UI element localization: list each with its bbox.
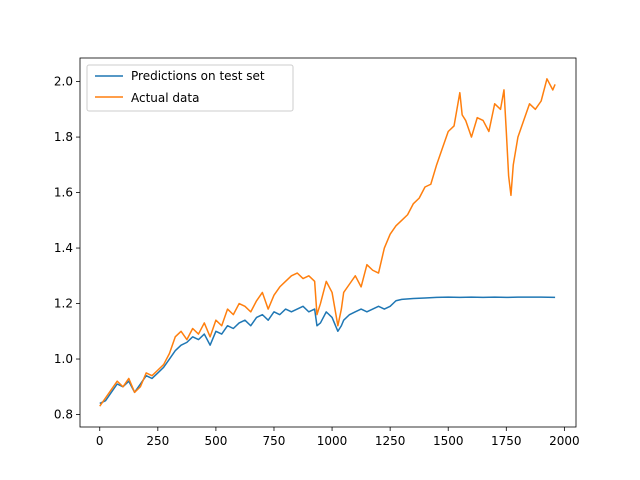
legend-label-predictions: Predictions on test set bbox=[131, 69, 265, 83]
legend-label-actual: Actual data bbox=[131, 91, 199, 105]
x-axis: 0 250 500 750 1000 1250 1500 1750 2000 bbox=[96, 427, 580, 448]
series-line-predictions bbox=[99, 296, 556, 405]
y-tick-label: 1.2 bbox=[54, 297, 73, 311]
y-tick-label: 1.4 bbox=[54, 241, 73, 255]
x-tick-label: 1750 bbox=[491, 434, 522, 448]
x-tick-label: 500 bbox=[204, 434, 227, 448]
x-tick-label: 0 bbox=[96, 434, 104, 448]
y-tick-label: 0.8 bbox=[54, 408, 73, 422]
x-tick-label: 1500 bbox=[433, 434, 464, 448]
series-line-actual bbox=[99, 78, 556, 407]
y-tick-label: 1.8 bbox=[54, 130, 73, 144]
legend-box bbox=[86, 64, 294, 112]
y-axis: 0.8 1.0 1.2 1.4 1.6 1.8 2.0 bbox=[54, 75, 80, 422]
x-tick-label: 2000 bbox=[549, 434, 580, 448]
y-tick-label: 2.0 bbox=[54, 75, 73, 89]
x-tick-label: 750 bbox=[263, 434, 286, 448]
plot-frame bbox=[79, 57, 577, 428]
y-tick-label: 1.0 bbox=[54, 352, 73, 366]
x-tick-label: 1250 bbox=[375, 434, 406, 448]
x-tick-label: 250 bbox=[146, 434, 169, 448]
legend: Predictions on test set Actual data bbox=[86, 64, 294, 112]
y-tick-label: 1.6 bbox=[54, 186, 73, 200]
series-layer bbox=[99, 78, 556, 407]
x-tick-label: 1000 bbox=[317, 434, 348, 448]
